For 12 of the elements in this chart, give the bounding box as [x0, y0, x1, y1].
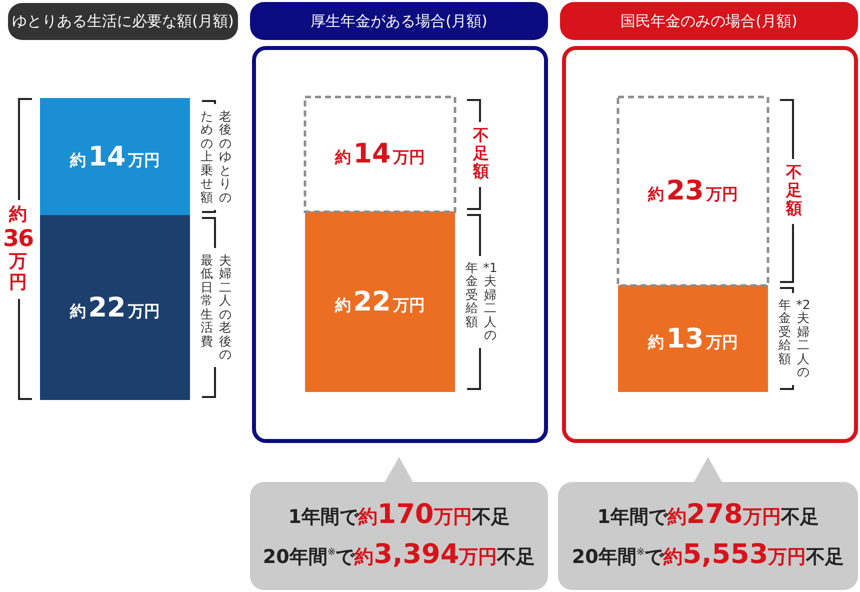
chart-title: ゆとりある生活に必要な額(月額): [8, 3, 238, 40]
series-label: 不足額: [472, 126, 490, 182]
text: *2夫婦二人の年金受給額: [778, 296, 810, 380]
callout-box: 1年間で約170万円不足 20年間$^{※}$で約3,394万円不足: [250, 482, 548, 590]
chart-title: 厚生年金がある場合(月額): [250, 2, 548, 40]
text: *1夫婦二人の年金受給額: [465, 260, 498, 342]
chart-title: 国民年金のみの場合(月額): [560, 2, 858, 40]
text: 夫婦二人の老後の最低日常生活費: [200, 252, 232, 362]
series-label: 不足額: [785, 162, 803, 219]
callout-box: 1年間で約278万円不足 20年間$^{※}$で約5,553万円不足: [558, 482, 858, 590]
total-label: 約36万円: [2, 204, 34, 294]
text: 老後のゆとりのための上乗せ額: [200, 108, 232, 204]
